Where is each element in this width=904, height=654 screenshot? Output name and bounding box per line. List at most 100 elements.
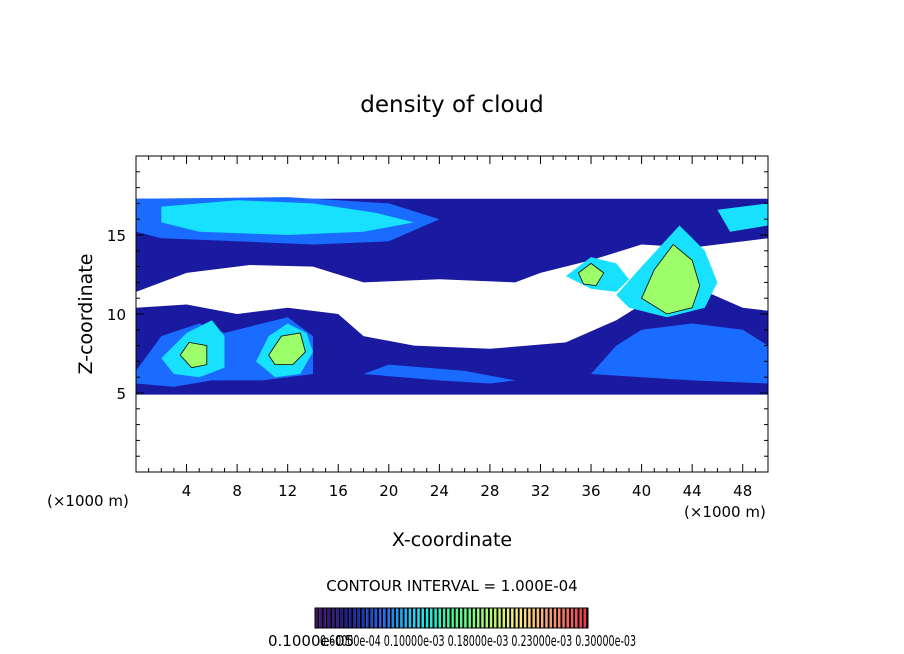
colorbar-swatch (344, 608, 348, 628)
colorbar-gap (423, 608, 426, 628)
colorbar-gap (586, 608, 588, 628)
colorbar-gap (560, 608, 563, 628)
colorbar-swatch (370, 608, 373, 628)
colorbar-swatch (519, 608, 523, 628)
colorbar-swatch (374, 608, 378, 628)
colorbar-swatch (570, 608, 574, 628)
colorbar (314, 607, 589, 629)
colorbar-gap (573, 608, 576, 628)
x-tick-label: 40 (632, 482, 651, 500)
colorbar-frame (314, 607, 589, 629)
y-tick-label: 10 (107, 306, 126, 324)
colorbar-gap (385, 608, 388, 628)
colorbar-swatch (378, 608, 382, 628)
colorbar-gap (479, 608, 482, 628)
colorbar-swatch (477, 608, 480, 628)
colorbar-swatch (442, 608, 446, 628)
colorbar-swatch (506, 608, 510, 628)
colorbar-gap (347, 608, 350, 628)
colorbar-gap (522, 608, 525, 628)
colorbar-gap (462, 608, 465, 628)
density-region (363, 364, 516, 384)
colorbar-gap (581, 608, 584, 628)
density-region (161, 200, 415, 235)
colorbar-swatch (583, 608, 587, 628)
colorbar-gap (577, 608, 580, 628)
colorbar-swatch (353, 608, 356, 628)
colorbar-gap (372, 608, 375, 628)
y-unit-note: (×1000 m) (47, 492, 129, 510)
colorbar-swatch (327, 608, 331, 628)
colorbar-swatch (562, 608, 565, 628)
colorbar-swatch (528, 608, 531, 628)
colorbar-gap (547, 608, 550, 628)
colorbar-gap (517, 608, 520, 628)
colorbar-gap (569, 608, 571, 628)
colorbar-swatch (558, 608, 561, 628)
x-axis-label: X-coordinate (392, 529, 512, 551)
colorbar-swatch (549, 608, 552, 628)
colorbar-swatch (391, 608, 395, 628)
colorbar-gap (321, 608, 324, 628)
colorbar-gap (428, 608, 431, 628)
colorbar-gap (551, 608, 554, 628)
density-region (717, 203, 768, 232)
colorbar-gap (500, 608, 503, 628)
colorbar-swatch (511, 608, 514, 628)
colorbar-gap (419, 608, 422, 628)
colorbar-gap (505, 608, 507, 628)
colorbar-gap (539, 608, 542, 628)
colorbar-swatch (417, 608, 420, 628)
x-tick-label: 4 (182, 482, 192, 500)
colorbar-swatch (515, 608, 518, 628)
colorbar-swatch (434, 608, 437, 628)
colorbar-swatch (481, 608, 484, 628)
colorbar-gap (564, 608, 567, 628)
colorbar-swatch (566, 608, 570, 628)
colorbar-gap (394, 608, 397, 628)
colorbar-swatch (361, 608, 365, 628)
colorbar-gap (453, 608, 456, 628)
colorbar-swatch (400, 608, 403, 628)
density-region (591, 323, 768, 384)
colorbar-gap (458, 608, 461, 628)
colorbar-gap (543, 608, 546, 628)
colorbar-gap (441, 608, 443, 628)
colorbar-swatch (451, 608, 454, 628)
colorbar-gap (556, 608, 559, 628)
colorbar-swatch (524, 608, 527, 628)
colorbar-gap (492, 608, 495, 628)
density-region (577, 262, 605, 287)
colorbar-gap (487, 608, 490, 628)
colorbar-swatch (408, 608, 412, 628)
colorbar-swatch (472, 608, 476, 628)
colorbar-gap (364, 608, 367, 628)
colorbar-swatch (349, 608, 352, 628)
density-region (179, 341, 208, 369)
y-axis-ticks: 5 10 15 (107, 171, 768, 457)
colorbar-swatch (553, 608, 557, 628)
colorbar-swatch (340, 608, 343, 628)
x-tick-label: 8 (232, 482, 242, 500)
y-tick-label: 15 (107, 227, 126, 245)
density-region (268, 332, 306, 366)
colorbar-gap (513, 608, 516, 628)
density-region (641, 243, 701, 315)
x-axis-ticks: 4 8 12 16 20 24 28 32 36 40 44 48 (148, 156, 756, 500)
colorbar-swatch (430, 608, 433, 628)
colorbar-gap (496, 608, 499, 628)
colorbar-gap (436, 608, 439, 628)
colorbar-swatch (536, 608, 540, 628)
colorbar-labels-overprint: 0.60000e-04 0.10000e-03 0.18000e-03 0.23… (320, 632, 636, 650)
colorbar-swatch (336, 608, 339, 628)
colorbar-swatch (502, 608, 506, 628)
colorbar-swatch (425, 608, 429, 628)
colorbar-gap (355, 608, 358, 628)
colorbar-gap (432, 608, 435, 628)
colorbar-gap (381, 608, 384, 628)
colorbar-swatch (366, 608, 369, 628)
colorbar-swatch (319, 608, 322, 628)
x-unit-note: (×1000 m) (684, 503, 766, 521)
colorbar-gap (342, 608, 345, 628)
colorbar-swatch (575, 608, 578, 628)
